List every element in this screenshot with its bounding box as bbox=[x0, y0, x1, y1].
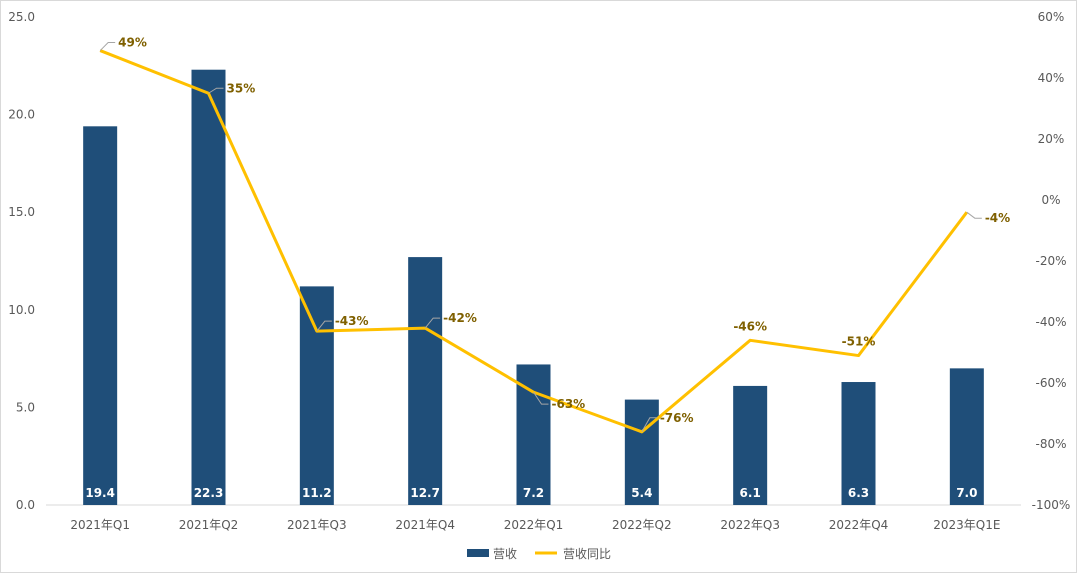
yoy-value-label: -51% bbox=[842, 335, 876, 349]
left-tick-label: 25.0 bbox=[8, 10, 35, 24]
category-label: 2021年Q1 bbox=[70, 518, 130, 532]
yoy-value-label: 49% bbox=[118, 36, 147, 50]
label-leader-line bbox=[316, 320, 332, 332]
bar-value-label: 6.1 bbox=[740, 486, 761, 500]
bar bbox=[408, 257, 443, 505]
bar-value-label: 7.0 bbox=[956, 486, 977, 500]
bar bbox=[624, 399, 659, 505]
category-label: 2022年Q4 bbox=[829, 518, 889, 532]
label-leader-line bbox=[424, 317, 441, 329]
right-tick-label: 60% bbox=[1038, 10, 1065, 24]
label-leader-line bbox=[208, 87, 224, 94]
yoy-value-label: -4% bbox=[985, 211, 1010, 225]
bar-value-label: 11.2 bbox=[302, 486, 332, 500]
label-leader-line bbox=[99, 42, 116, 51]
legend-line-label: 营收同比 bbox=[563, 547, 611, 561]
right-tick-label: 0% bbox=[1041, 193, 1060, 207]
yoy-value-label: -43% bbox=[335, 314, 369, 328]
yoy-value-label: -76% bbox=[660, 411, 694, 425]
right-tick-label: -20% bbox=[1035, 254, 1066, 268]
yoy-value-label: -46% bbox=[733, 319, 767, 333]
yoy-value-label: 35% bbox=[227, 81, 256, 95]
right-tick-label: -60% bbox=[1035, 376, 1066, 390]
category-label: 2022年Q1 bbox=[504, 518, 564, 532]
category-label: 2022年Q3 bbox=[720, 518, 780, 532]
right-tick-label: -100% bbox=[1032, 498, 1071, 512]
left-tick-label: 15.0 bbox=[8, 205, 35, 219]
legend: 营收 营收同比 bbox=[467, 547, 611, 561]
right-tick-label: 20% bbox=[1038, 132, 1065, 146]
x-axis-labels: 2021年Q1 2021年Q2 2021年Q3 2021年Q4 2022年Q1 2022年… bbox=[70, 518, 1000, 532]
bar bbox=[299, 286, 334, 505]
line-series: 49% 35% -43% -42% -63% -76% -46% -51% -4% bbox=[99, 36, 1010, 434]
left-axis: 0.0 5.0 10.0 15.0 20.0 25.0 bbox=[8, 10, 35, 512]
left-tick-label: 0.0 bbox=[16, 498, 35, 512]
category-label: 2022年Q2 bbox=[612, 518, 672, 532]
category-label: 2021年Q4 bbox=[395, 518, 455, 532]
category-label: 2023年Q1E bbox=[933, 518, 1000, 532]
yoy-value-label: -42% bbox=[443, 311, 477, 325]
label-leader-line bbox=[533, 391, 549, 405]
legend-bar-swatch bbox=[467, 549, 489, 557]
bar-series: 19.4 22.3 11.2 12.7 7.2 5.4 6.1 6.3 7.0 bbox=[83, 69, 984, 505]
bar-value-label: 6.3 bbox=[848, 486, 869, 500]
bar bbox=[733, 385, 768, 505]
left-tick-label: 20.0 bbox=[8, 108, 35, 122]
left-tick-label: 5.0 bbox=[16, 400, 35, 414]
bar-value-label: 12.7 bbox=[410, 486, 440, 500]
right-tick-label: -40% bbox=[1035, 315, 1066, 329]
category-label: 2021年Q3 bbox=[287, 518, 347, 532]
left-tick-label: 10.0 bbox=[8, 303, 35, 317]
category-label: 2021年Q2 bbox=[179, 518, 239, 532]
label-leader-line bbox=[966, 211, 982, 219]
yoy-value-label: -63% bbox=[552, 397, 586, 411]
bar-value-label: 5.4 bbox=[631, 486, 652, 500]
label-leader-line bbox=[641, 417, 657, 433]
bar-value-label: 22.3 bbox=[194, 486, 224, 500]
bar-value-label: 19.4 bbox=[85, 486, 115, 500]
legend-bar-label: 营收 bbox=[493, 547, 517, 561]
bar bbox=[841, 382, 876, 505]
bar bbox=[191, 69, 226, 505]
bar bbox=[949, 368, 984, 505]
right-tick-label: -80% bbox=[1035, 437, 1066, 451]
right-axis: -100% -80% -60% -40% -20% 0% 20% 40% 60% bbox=[1032, 10, 1071, 512]
bar bbox=[83, 126, 118, 505]
bar bbox=[516, 364, 551, 505]
right-tick-label: 40% bbox=[1038, 71, 1065, 85]
bar-value-label: 7.2 bbox=[523, 486, 544, 500]
